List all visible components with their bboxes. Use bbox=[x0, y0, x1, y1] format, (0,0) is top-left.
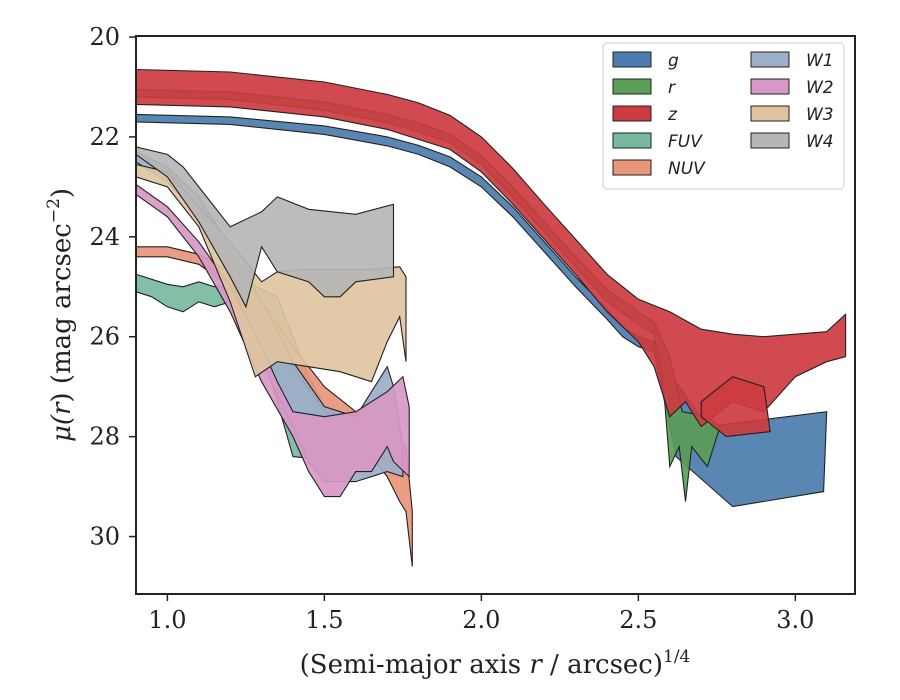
legend-swatch-w3 bbox=[750, 105, 790, 122]
legend-label-z: z bbox=[667, 105, 678, 125]
legend-swatch-w1 bbox=[750, 51, 790, 68]
x-tick-label: 1.0 bbox=[148, 606, 186, 634]
y-tick-label: 28 bbox=[89, 423, 120, 451]
plot-area bbox=[136, 68, 847, 567]
x-tick-label: 3.0 bbox=[776, 606, 814, 634]
legend-label-fuv: FUV bbox=[668, 132, 703, 152]
legend: grz FUV NUV W1 W2 W3 W4 bbox=[602, 42, 845, 190]
band-w4 bbox=[136, 146, 395, 309]
y-tick-label: 20 bbox=[89, 23, 120, 51]
x-axis-label: (Semi-major axis r / arcsec)1/4 bbox=[300, 647, 691, 680]
legend-label-w3: W3 bbox=[806, 105, 834, 125]
band-tail-z bbox=[700, 376, 771, 438]
legend-swatch-g bbox=[612, 51, 652, 68]
y-tick-label: 24 bbox=[89, 223, 120, 251]
legend-label-w4: W4 bbox=[806, 132, 834, 152]
y-axis-label: μ(r) (mag arcsec−2) bbox=[44, 188, 77, 442]
legend-label-g: g bbox=[668, 51, 679, 71]
legend-label-w1: W1 bbox=[806, 51, 834, 71]
legend-swatch-fuv bbox=[612, 132, 652, 149]
y-tick-label: 26 bbox=[89, 323, 120, 351]
legend-swatch-w4 bbox=[750, 132, 790, 149]
legend-swatch-z bbox=[612, 105, 652, 122]
x-tick-label: 2.0 bbox=[462, 606, 500, 634]
legend-swatch-nuv bbox=[612, 159, 652, 176]
legend-swatch-r bbox=[612, 78, 652, 95]
legend-label-nuv: NUV bbox=[668, 159, 706, 179]
plot-frame bbox=[135, 35, 856, 595]
y-tick-label: 30 bbox=[89, 523, 120, 551]
y-tick-label: 22 bbox=[89, 123, 120, 151]
legend-label-r: r bbox=[668, 78, 676, 98]
x-tick-label: 2.5 bbox=[619, 606, 657, 634]
legend-swatch-w2 bbox=[750, 78, 790, 95]
x-tick-label: 1.5 bbox=[305, 606, 343, 634]
axis-ticks: 1.0 1.5 2.0 2.5 3.0 20 22 24 26 28 30 bbox=[89, 23, 814, 634]
band-z bbox=[136, 68, 847, 428]
legend-label-w2: W2 bbox=[806, 78, 834, 98]
